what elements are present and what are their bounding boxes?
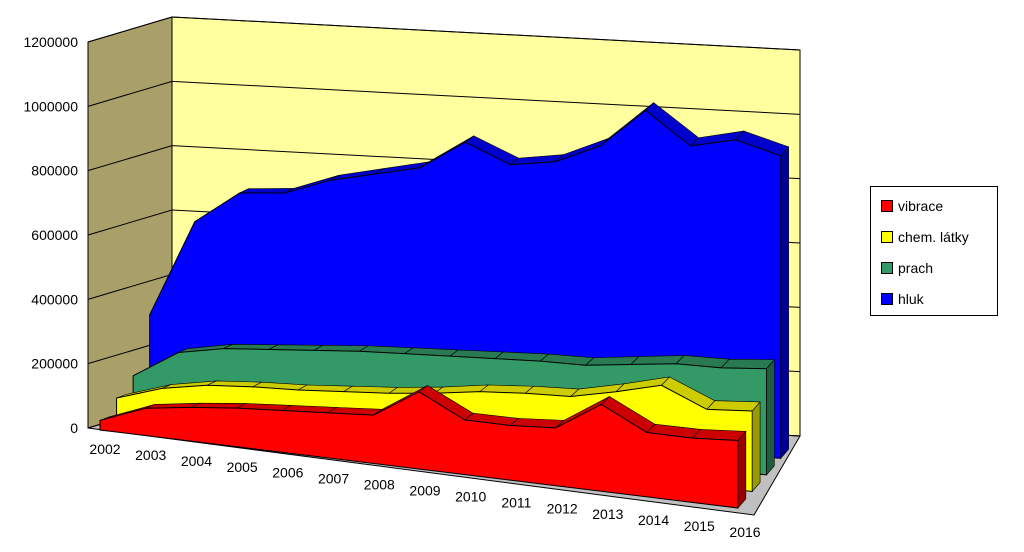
y-tick-label: 600000: [31, 227, 78, 243]
x-tick-label: 2003: [135, 447, 166, 463]
gridline: [87, 16, 801, 51]
legend-label-chem-latky: chem. látky: [898, 229, 969, 245]
y-tick-label: 0: [70, 420, 78, 436]
legend-swatch-prach: [881, 262, 893, 274]
area-front-face: [99, 391, 739, 509]
legend-swatch-chem-latky: [881, 231, 893, 243]
area-end-side: [751, 401, 761, 493]
legend-swatch-hluk: [881, 293, 893, 305]
y-tick-label: 1200000: [23, 34, 78, 50]
area-end-side: [737, 430, 747, 509]
y-tick-label: 800000: [31, 163, 78, 179]
area-top-segment: [720, 358, 776, 370]
legend-item-hluk: hluk: [881, 291, 924, 307]
series-vibrace: [99, 385, 747, 509]
gridline: [87, 80, 801, 115]
y-axis-ticks: 0 200000 400000 600000 800000 1000000 1200000: [23, 34, 78, 436]
legend-item-vibrace: vibrace: [881, 198, 943, 214]
x-tick-label: 2009: [409, 483, 440, 499]
x-tick-label: 2008: [364, 477, 395, 493]
x-tick-label: 2007: [318, 471, 349, 487]
y-tick-label: 200000: [31, 356, 78, 372]
legend-label-prach: prach: [898, 260, 934, 276]
x-tick-label: 2005: [227, 459, 258, 475]
area-end-side: [780, 146, 789, 460]
area-end-side: [766, 358, 775, 476]
x-tick-label: 2011: [501, 494, 531, 510]
x-tick-label: 2014: [638, 512, 669, 528]
x-axis-ticks: 2002 2003 2004 2005 2006 2007 2008 2009 2010 2011…: [89, 441, 760, 540]
legend-label-hluk: hluk: [898, 291, 924, 307]
x-tick-label: 2006: [272, 465, 303, 481]
legend: vibrace chem. látky prach hluk: [870, 186, 998, 316]
y-tick-label: 1000000: [23, 98, 78, 114]
x-tick-label: 2012: [547, 500, 578, 516]
x-tick-label: 2004: [181, 453, 212, 469]
legend-item-prach: prach: [881, 260, 933, 276]
x-tick-label: 2013: [592, 506, 623, 522]
area-top-segment: [584, 356, 640, 366]
legend-swatch-vibrace: [881, 200, 893, 212]
series-areas: [99, 102, 790, 509]
y-tick-label: 400000: [31, 291, 78, 307]
legend-item-chem-latky: chem. látky: [881, 229, 969, 245]
area-top-segment: [630, 355, 685, 365]
x-tick-label: 2016: [729, 524, 760, 540]
legend-label-vibrace: vibrace: [898, 198, 944, 214]
x-tick-label: 2002: [89, 441, 120, 457]
x-tick-label: 2010: [455, 488, 486, 504]
x-tick-label: 2015: [684, 518, 715, 534]
